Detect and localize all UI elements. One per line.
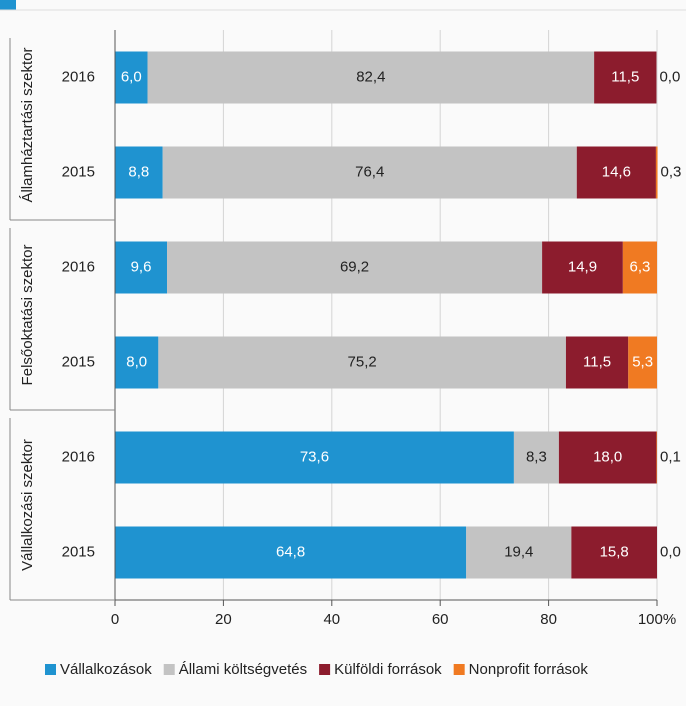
value-label: 64,8: [276, 543, 305, 560]
corner-icon: [0, 0, 16, 10]
x-tick-label: 0: [111, 611, 119, 628]
value-label: 0,1: [660, 448, 681, 465]
bar-segment: [622, 241, 657, 294]
bar-segment: [466, 526, 572, 579]
y-tick-label: 2016: [62, 68, 95, 85]
bar-segment: [158, 336, 566, 389]
bar-segment: [115, 336, 159, 389]
bar-segment: [628, 336, 657, 389]
value-label: 0,0: [660, 543, 681, 560]
y-tick-label: 2016: [62, 448, 95, 465]
legend-label: Nonprofit források: [469, 661, 589, 678]
bar-segment: [576, 146, 656, 199]
value-label: 14,9: [568, 258, 597, 275]
value-label: 14,6: [602, 163, 631, 180]
group-label: Államháztartási szektor: [19, 47, 36, 202]
value-label: 73,6: [300, 448, 329, 465]
legend-label: Vállalkozások: [60, 661, 152, 678]
bar-segment: [147, 51, 595, 104]
value-label: 11,5: [583, 353, 611, 370]
value-label: 6,3: [629, 258, 650, 275]
value-label: 8,8: [128, 163, 149, 180]
value-label: 69,2: [340, 258, 369, 275]
legend-label: Külföldi források: [334, 661, 442, 678]
bar-segment: [565, 336, 629, 389]
value-label: 19,4: [504, 543, 533, 560]
value-label: 76,4: [355, 163, 384, 180]
value-label: 18,0: [593, 448, 622, 465]
x-tick-label: 100%: [638, 611, 676, 628]
y-tick-label: 2015: [62, 163, 95, 180]
value-label: 82,4: [356, 68, 385, 85]
value-label: 15,8: [600, 543, 629, 560]
value-label: 0,0: [659, 68, 680, 85]
group-label: Felsőoktatási szektor: [19, 245, 36, 386]
bar-segment: [115, 241, 168, 294]
legend-swatch: [45, 664, 56, 675]
value-label: 0,3: [661, 163, 682, 180]
legend-swatch: [163, 664, 175, 675]
value-label: 8,0: [126, 353, 147, 370]
value-label: 11,5: [611, 68, 639, 85]
x-tick-label: 80: [540, 611, 557, 628]
legend-label: Állami költségvetés: [179, 661, 307, 678]
group-label: Vállalkozási szektor: [19, 439, 36, 571]
value-label: 5,3: [632, 353, 653, 370]
bar-segment: [655, 146, 658, 199]
legend-swatch: [453, 664, 465, 675]
bar-segment: [115, 431, 514, 484]
x-tick-label: 40: [323, 611, 340, 628]
legend-swatch: [319, 664, 331, 675]
x-tick-label: 60: [432, 611, 449, 628]
y-tick-label: 2016: [62, 258, 95, 275]
value-label: 75,2: [348, 353, 377, 370]
bar-segment: [571, 526, 657, 579]
x-tick-label: 20: [215, 611, 232, 628]
value-label: 6,0: [121, 68, 142, 85]
bar-segment: [558, 431, 657, 484]
bar-segment: [115, 146, 163, 199]
bar-segment: [167, 241, 543, 294]
bar-segment: [513, 431, 559, 484]
bar-segment: [115, 51, 148, 104]
value-label: 8,3: [526, 448, 547, 465]
y-tick-label: 2015: [62, 543, 95, 560]
bar-segment: [594, 51, 657, 104]
value-label: 9,6: [131, 258, 152, 275]
bar-segment: [115, 526, 467, 579]
bar-segment: [542, 241, 623, 294]
bar-segment: [656, 431, 657, 484]
y-tick-label: 2015: [62, 353, 95, 370]
bar-segment: [162, 146, 577, 199]
